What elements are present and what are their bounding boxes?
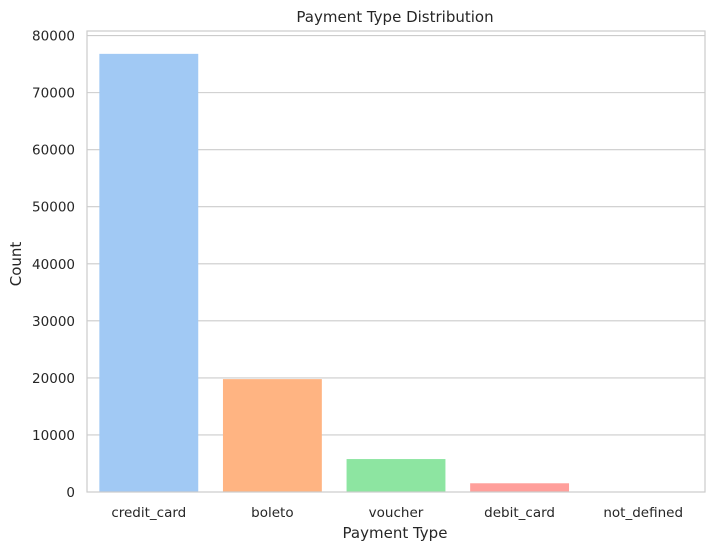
y-tick-label: 50000 xyxy=(32,200,75,216)
x-tick-label: voucher xyxy=(369,505,424,521)
y-axis-label: Count xyxy=(7,242,25,287)
y-tick-label: 60000 xyxy=(32,143,75,159)
y-tick-label: 40000 xyxy=(32,257,75,273)
x-axis-label: Payment Type xyxy=(343,524,448,542)
bars xyxy=(99,53,693,492)
x-tick-label: boleto xyxy=(251,505,293,521)
y-tick-label: 10000 xyxy=(32,428,75,444)
x-tick-label: credit_card xyxy=(111,505,186,521)
x-tick-label: not_defined xyxy=(603,505,683,521)
y-tick-labels: 0 10000 20000 30000 40000 50000 60000 70000 8000… xyxy=(32,29,75,501)
y-tick-label: 30000 xyxy=(32,314,75,330)
y-tick-label: 70000 xyxy=(32,86,75,102)
y-tick-label: 0 xyxy=(66,485,75,501)
chart-title: Payment Type Distribution xyxy=(296,8,493,26)
bar-boleto xyxy=(222,379,322,492)
plot-frame xyxy=(86,30,706,493)
y-tick-label: 80000 xyxy=(32,29,75,45)
bar-debit-card xyxy=(470,483,570,492)
y-tick-label: 20000 xyxy=(32,371,75,387)
x-tick-labels: credit_card boleto voucher debit_card not_de… xyxy=(111,505,683,521)
bar-credit-card xyxy=(99,53,199,492)
bar-voucher xyxy=(346,459,446,492)
x-tick-label: debit_card xyxy=(484,505,555,521)
